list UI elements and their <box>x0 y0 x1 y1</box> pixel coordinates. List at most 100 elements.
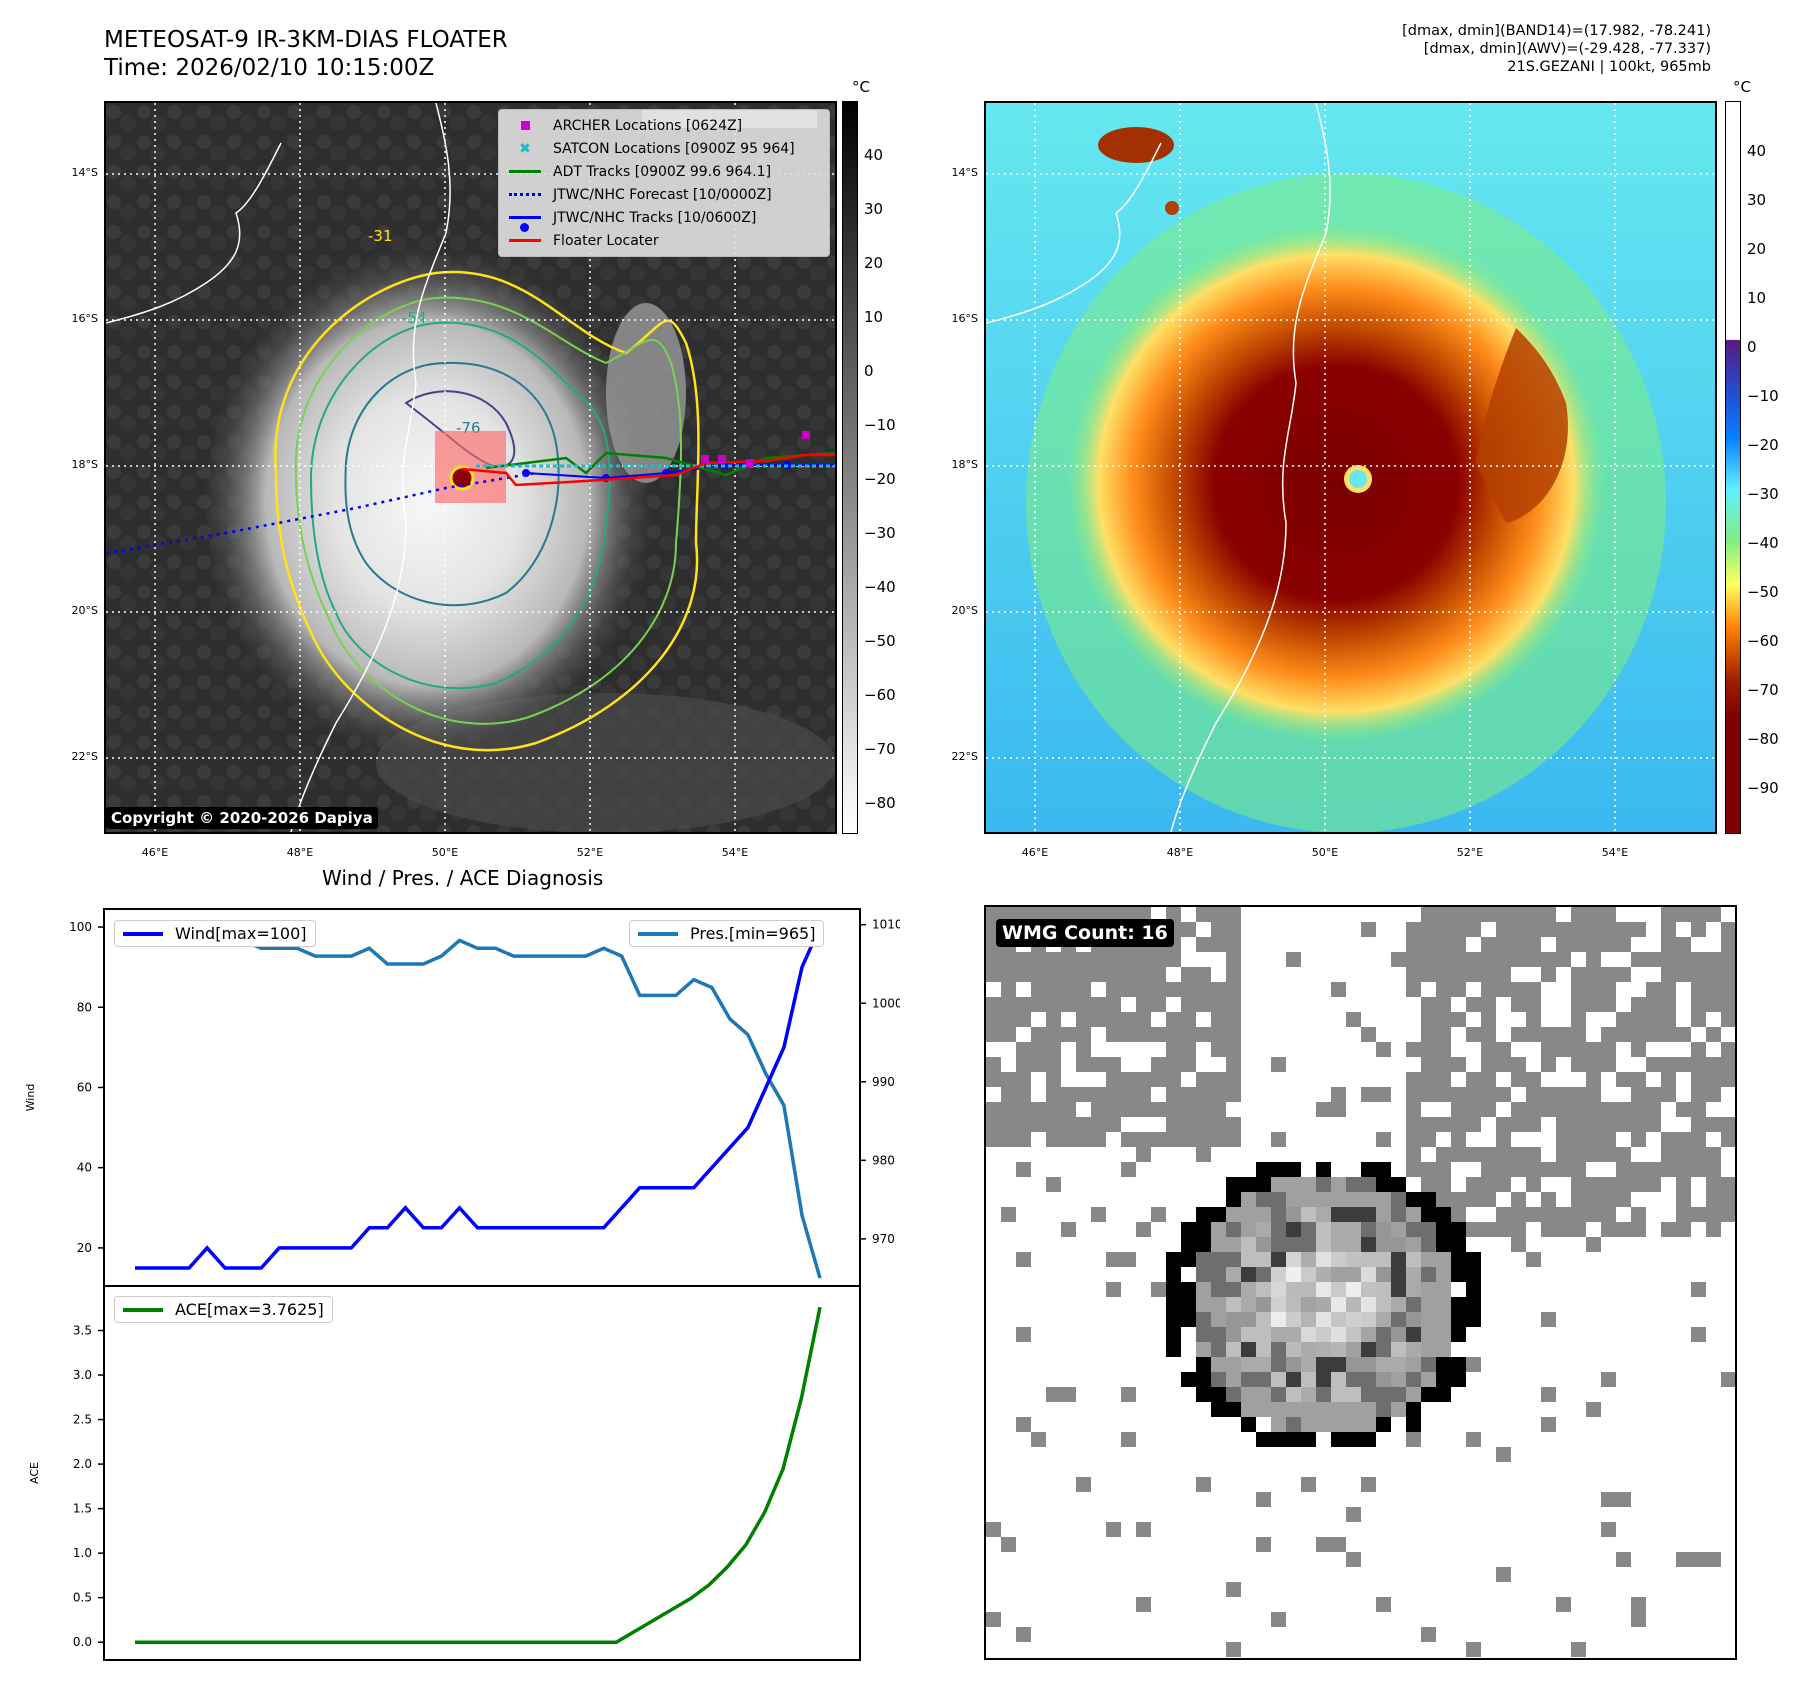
wmg-cell <box>1391 1222 1406 1237</box>
colorbar-tick-label: −80 <box>864 794 896 812</box>
wmg-cell <box>1361 922 1376 937</box>
wmg-cell <box>1271 1267 1286 1282</box>
wmg-cell <box>1196 997 1211 1012</box>
colorbar-tick-label: −30 <box>864 524 896 542</box>
wmg-cell <box>1346 1507 1361 1522</box>
wmg-cell <box>1661 982 1676 997</box>
wmg-cell <box>1421 1042 1436 1057</box>
wmg-cell <box>1196 1372 1211 1387</box>
wmg-cell <box>1361 1312 1376 1327</box>
wmg-cell <box>1196 1342 1211 1357</box>
wmg-cell <box>1691 1087 1706 1102</box>
wmg-cell <box>1541 1192 1556 1207</box>
wmg-cell <box>1541 1057 1556 1072</box>
wmg-cell <box>1661 997 1676 1012</box>
africa-coastline <box>106 142 282 324</box>
wmg-cell <box>1346 1387 1361 1402</box>
wmg-cell <box>1436 1147 1451 1162</box>
wind-y-tick-label: 80 <box>77 1000 92 1014</box>
wmg-cell <box>1601 1522 1616 1537</box>
wmg-cell <box>1706 1222 1721 1237</box>
wmg-cell <box>1016 907 1031 922</box>
wmg-cell <box>1376 1312 1391 1327</box>
wmg-cell <box>1721 952 1735 967</box>
wmg-cell <box>1706 1207 1721 1222</box>
wmg-cell <box>1211 937 1226 952</box>
wmg-cell <box>1286 1282 1301 1297</box>
wmg-cell <box>1106 1087 1121 1102</box>
awv-map-canvas <box>986 103 1715 832</box>
wmg-cell <box>1631 1117 1646 1132</box>
wmg-cell <box>1151 997 1166 1012</box>
wmg-cell <box>1346 1342 1361 1357</box>
diagnosis-chart: 20 40 60 80 100 970 980 990 1000 1010 0.0 0.5 1.0 1.5… <box>24 908 900 1661</box>
ace-y-tick-label: 2.5 <box>73 1413 92 1427</box>
wmg-cell <box>1166 1057 1181 1072</box>
wmg-cell <box>1691 1132 1706 1147</box>
wmg-cell <box>1376 1207 1391 1222</box>
wmg-cell <box>1076 907 1091 922</box>
wmg-cell <box>1421 1342 1436 1357</box>
wmg-cell <box>1256 1252 1271 1267</box>
wmg-cell <box>1226 937 1241 952</box>
wmg-cell <box>1391 1402 1406 1417</box>
wmg-cell <box>1061 952 1076 967</box>
wmg-cell <box>1391 1267 1406 1282</box>
wmg-cell <box>1181 982 1196 997</box>
wmg-cell <box>1091 1012 1106 1027</box>
wmg-cell <box>1511 1102 1526 1117</box>
wmg-cell <box>1436 1162 1451 1177</box>
wmg-cell <box>1556 1102 1571 1117</box>
wmg-cell <box>1331 1357 1346 1372</box>
wmg-cell <box>1181 1117 1196 1132</box>
pressure-y-tick-label: 1000 <box>872 996 900 1010</box>
wmg-cell <box>1511 1027 1526 1042</box>
wmg-cell <box>1151 1027 1166 1042</box>
wmg-cell <box>1436 1177 1451 1192</box>
wmg-cell <box>1226 1297 1241 1312</box>
wmg-cell <box>1706 967 1721 982</box>
lat-tick: 22°S <box>951 750 978 763</box>
wmg-cell <box>1316 1387 1331 1402</box>
wmg-cell <box>1406 1102 1421 1117</box>
colorbar-tick-label: −80 <box>1747 730 1779 748</box>
wmg-cell <box>1676 937 1691 952</box>
wmg-cell <box>1256 1357 1271 1372</box>
wmg-cell <box>1676 1102 1691 1117</box>
wmg-cell <box>1451 1252 1466 1267</box>
wmg-cell <box>1331 1252 1346 1267</box>
wmg-cell <box>1061 1387 1076 1402</box>
wmg-cell <box>1301 1312 1316 1327</box>
wmg-cell <box>1031 1102 1046 1117</box>
stats-block: [dmax, dmin](BAND14)=(17.982, -78.241) [d… <box>1402 22 1711 76</box>
wmg-cell <box>1436 1312 1451 1327</box>
wmg-cell <box>1196 937 1211 952</box>
colorbar-tick-label: 20 <box>1747 240 1767 258</box>
wmg-cell <box>1376 1327 1391 1342</box>
wmg-cell <box>1196 1312 1211 1327</box>
wmg-cell <box>1256 1222 1271 1237</box>
wmg-cell <box>1481 982 1496 997</box>
wmg-cell <box>1691 922 1706 937</box>
wmg-cell <box>1031 1057 1046 1072</box>
wmg-cell <box>1001 982 1016 997</box>
colorbar-tick-label: 40 <box>864 146 884 164</box>
wmg-cell <box>1571 1177 1586 1192</box>
wmg-cell <box>1166 1327 1181 1342</box>
wmg-cell <box>1211 907 1226 922</box>
wmg-cell <box>1691 1117 1706 1132</box>
wmg-cell <box>1706 1087 1721 1102</box>
wmg-cell <box>1436 1267 1451 1282</box>
wmg-cell <box>1226 922 1241 937</box>
wmg-cell <box>1421 1222 1436 1237</box>
wmg-cell <box>1331 1282 1346 1297</box>
wmg-cell <box>1571 1027 1586 1042</box>
wmg-cell <box>1091 952 1106 967</box>
wmg-cell <box>1181 997 1196 1012</box>
wmg-cell <box>1406 1117 1421 1132</box>
wmg-cell <box>1331 1177 1346 1192</box>
wmg-cell <box>1046 952 1061 967</box>
wmg-cell <box>1151 1282 1166 1297</box>
wmg-cell <box>1361 1252 1376 1267</box>
wmg-cell <box>1406 1087 1421 1102</box>
